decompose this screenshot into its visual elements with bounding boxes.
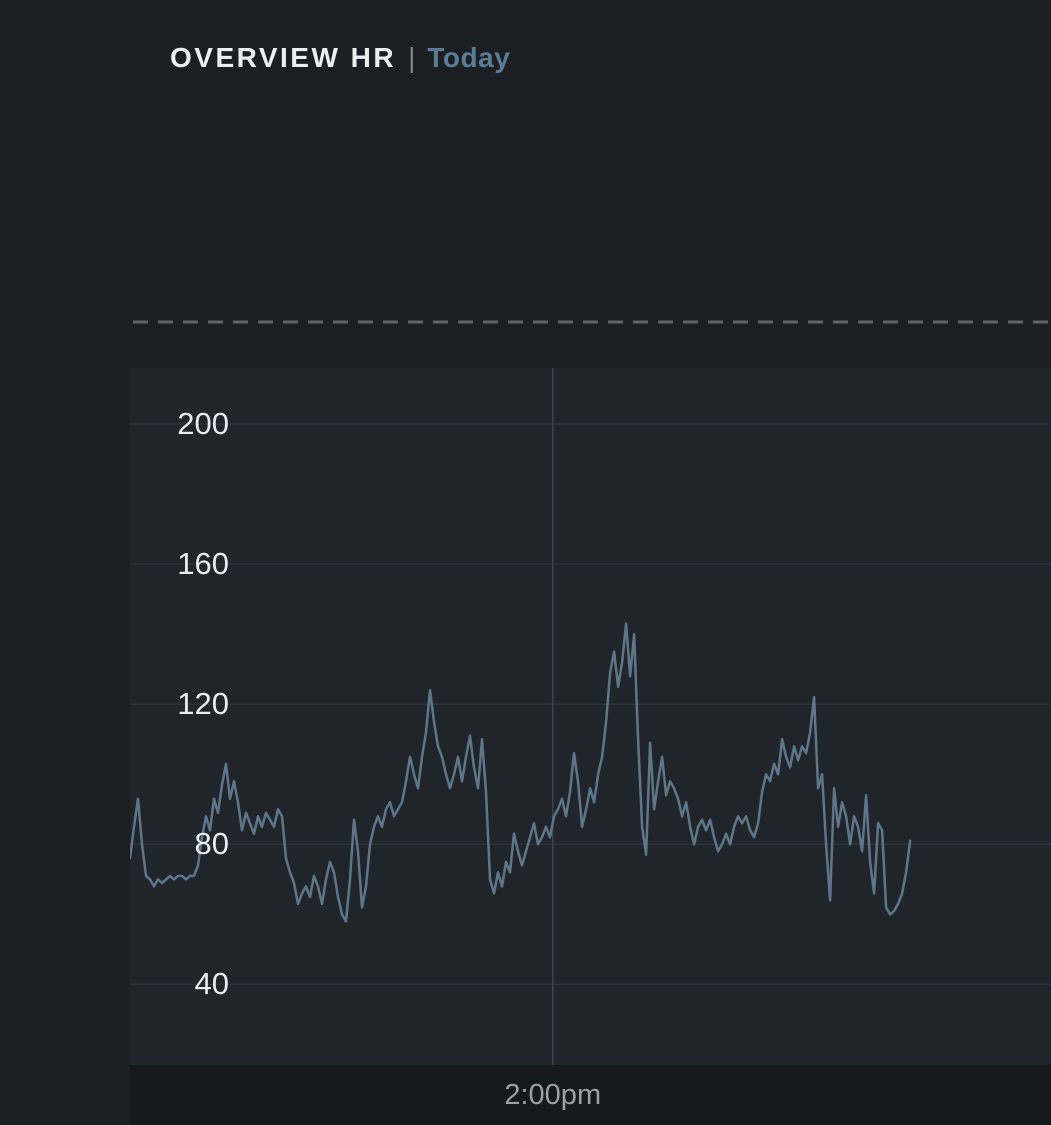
x-axis-bar: 2:00pm <box>130 1065 1051 1125</box>
max-hr-dashed-line-svg <box>133 320 1051 324</box>
hr-chart-panel[interactable]: 200 160 120 80 40 <box>130 368 1051 1065</box>
hr-chart-svg <box>130 368 1051 1065</box>
x-axis-tick-label: 2:00pm <box>504 1079 602 1111</box>
max-hr-dashed-line <box>133 312 1051 324</box>
time-range-selector[interactable]: Today <box>427 42 511 73</box>
chart-header: OVERVIEW HR | Today <box>170 42 510 74</box>
header-separator: | <box>408 42 416 73</box>
page-title: OVERVIEW HR <box>170 42 397 73</box>
